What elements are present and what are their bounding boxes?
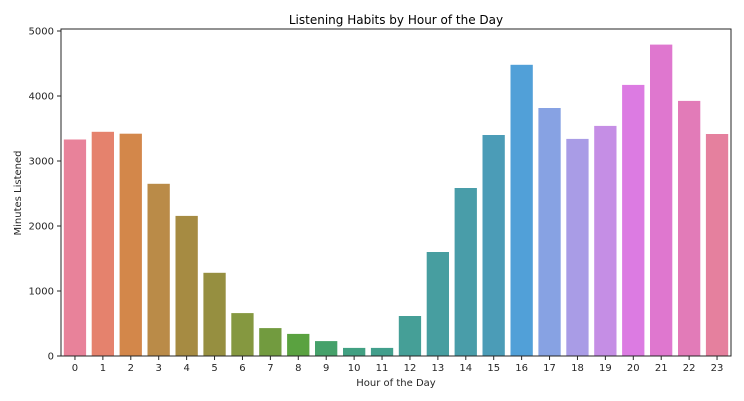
x-tick-label: 0 (72, 363, 78, 374)
y-axis: 0 1000 2000 3000 4000 5000 (29, 27, 61, 363)
x-tick-label: 1 (100, 363, 106, 374)
x-tick-label: 16 (515, 363, 528, 374)
bar-hour-6 (231, 313, 254, 356)
bar-hour-1 (91, 131, 114, 357)
y-tick-label: 1000 (29, 287, 54, 298)
x-axis: 0 1 2 3 4 5 6 7 8 9 10 11 12 13 14 15 16 17 18 19 20 21 22 23 (72, 356, 724, 374)
x-axis-label: Hour of the Day (356, 378, 436, 389)
y-tick-label: 4000 (29, 92, 54, 103)
bar-hour-0 (63, 139, 87, 356)
bar-hour-7 (259, 328, 282, 356)
bar-hour-19 (594, 125, 617, 357)
bar-hour-10 (343, 347, 366, 356)
x-tick-label: 15 (487, 363, 500, 374)
x-tick-label: 19 (599, 363, 612, 374)
x-tick-label: 22 (683, 363, 696, 374)
bar-hour-12 (398, 316, 422, 356)
x-tick-label: 4 (183, 363, 189, 374)
bar-hour-14 (454, 188, 477, 356)
bar-hour-16 (510, 64, 533, 357)
bar-hour-11 (370, 347, 394, 356)
bar-hour-3 (147, 183, 170, 357)
x-tick-label: 12 (404, 363, 417, 374)
bar-hour-22 (678, 100, 701, 357)
bar-hour-4 (175, 215, 198, 356)
x-tick-label: 3 (156, 363, 162, 374)
bar-hour-23 (705, 134, 729, 356)
bar-hour-21 (650, 44, 673, 356)
bars-group (63, 44, 729, 357)
x-tick-label: 10 (348, 363, 361, 374)
x-tick-label: 14 (459, 363, 472, 374)
x-tick-label: 7 (267, 363, 273, 374)
y-tick-label: 5000 (29, 27, 54, 38)
x-tick-label: 2 (128, 363, 134, 374)
x-tick-label: 23 (711, 363, 724, 374)
y-tick-label: 3000 (29, 157, 54, 168)
bar-hour-15 (482, 135, 505, 356)
x-tick-label: 21 (655, 363, 668, 374)
bar-hour-5 (203, 272, 226, 356)
bar-hour-8 (287, 333, 310, 356)
y-tick-label: 0 (48, 352, 54, 363)
x-tick-label: 6 (239, 363, 245, 374)
x-tick-label: 18 (571, 363, 584, 374)
x-tick-label: 13 (432, 363, 445, 374)
y-tick-label: 2000 (29, 222, 54, 233)
bar-hour-2 (119, 133, 142, 356)
x-tick-label: 5 (211, 363, 217, 374)
chart-title: Listening Habits by Hour of the Day (289, 13, 503, 27)
bar-hour-20 (622, 84, 645, 357)
plot-frame (60, 28, 732, 357)
bar-hour-9 (315, 341, 338, 357)
bar-hour-18 (566, 138, 589, 356)
bar-hour-13 (426, 252, 449, 356)
y-axis-label: Minutes Listened (13, 150, 24, 235)
x-tick-label: 20 (627, 363, 640, 374)
x-tick-label: 9 (323, 363, 329, 374)
bar-hour-17 (538, 108, 561, 356)
x-tick-label: 17 (543, 363, 556, 374)
x-tick-label: 11 (376, 363, 389, 374)
x-tick-label: 8 (295, 363, 301, 374)
